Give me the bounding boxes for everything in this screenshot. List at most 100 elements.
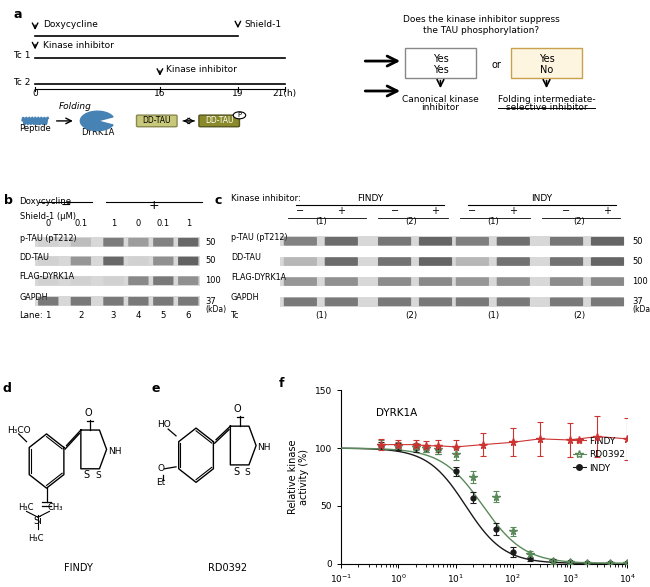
Bar [35,276,200,285]
FancyBboxPatch shape [178,276,198,285]
FancyBboxPatch shape [591,257,624,266]
Text: 16: 16 [154,89,166,98]
Text: the TAU phosphorylation?: the TAU phosphorylation? [423,26,539,35]
Text: (1): (1) [315,311,327,320]
Text: 5: 5 [161,311,166,320]
Text: 37: 37 [632,297,643,306]
Text: Shield-1 (μM): Shield-1 (μM) [20,212,75,221]
Text: Folding: Folding [59,102,92,110]
Text: NH: NH [257,443,271,452]
FancyBboxPatch shape [38,276,58,285]
Text: Canonical kinase: Canonical kinase [402,95,479,103]
FancyBboxPatch shape [153,257,174,265]
FancyBboxPatch shape [128,276,149,285]
FancyBboxPatch shape [497,277,530,286]
FancyBboxPatch shape [325,298,358,306]
FancyBboxPatch shape [153,238,174,247]
FancyBboxPatch shape [325,277,358,286]
FancyBboxPatch shape [71,238,91,247]
FancyBboxPatch shape [325,237,358,245]
Text: Doxycycline: Doxycycline [20,197,72,206]
Text: −: − [391,206,398,216]
Text: DYRK1A: DYRK1A [376,407,417,418]
FancyBboxPatch shape [550,237,583,245]
FancyBboxPatch shape [550,257,583,266]
FancyBboxPatch shape [284,237,317,245]
Text: 3: 3 [111,311,116,320]
Text: (2): (2) [573,311,585,320]
FancyBboxPatch shape [71,276,91,285]
Circle shape [233,112,246,119]
FancyBboxPatch shape [38,257,58,265]
Text: Yes: Yes [432,65,448,75]
FancyBboxPatch shape [38,297,58,306]
Text: +: + [432,206,439,216]
FancyBboxPatch shape [378,277,411,286]
Legend: FINDY, RD0392, INDY: FINDY, RD0392, INDY [569,433,629,476]
Text: 0.1: 0.1 [157,220,170,228]
FancyBboxPatch shape [38,238,58,247]
Text: (2): (2) [405,217,417,226]
Bar [280,237,624,246]
FancyBboxPatch shape [178,238,198,247]
FancyBboxPatch shape [419,237,452,245]
Text: +: + [510,206,517,216]
FancyBboxPatch shape [591,237,624,245]
Text: 100: 100 [632,277,648,286]
Text: H₃CO: H₃CO [7,426,31,434]
Text: HO: HO [157,420,171,429]
Text: S: S [95,471,101,481]
Text: Yes: Yes [539,54,554,65]
Text: Doxycycline: Doxycycline [43,19,98,29]
Text: Shield-1: Shield-1 [244,19,281,29]
Text: DD-TAU: DD-TAU [142,116,171,126]
FancyBboxPatch shape [103,257,124,265]
Text: 50: 50 [205,257,216,265]
Bar [35,296,200,306]
Text: Kinase inhibitor: Kinase inhibitor [166,65,237,75]
Text: Kinase inhibitor:: Kinase inhibitor: [231,194,300,203]
Text: FINDY: FINDY [64,564,92,573]
Text: f: f [278,376,284,390]
Text: 0: 0 [32,89,38,98]
Bar [280,257,624,266]
Text: −: − [468,206,476,216]
Text: (kDa): (kDa) [632,305,650,314]
Text: Tc 2: Tc 2 [13,77,31,87]
Text: d: d [2,382,11,394]
Text: DD-TAU: DD-TAU [20,252,49,262]
Text: 19: 19 [232,89,244,98]
FancyBboxPatch shape [178,257,198,265]
FancyBboxPatch shape [325,257,358,266]
Text: 4: 4 [136,311,141,320]
Text: FLAG-DYRK1A: FLAG-DYRK1A [231,273,286,282]
Text: Lane:: Lane: [20,311,44,320]
Text: (kDa): (kDa) [205,305,227,313]
FancyBboxPatch shape [284,298,317,306]
Text: 37: 37 [205,297,216,306]
FancyBboxPatch shape [284,277,317,286]
FancyBboxPatch shape [71,257,91,265]
FancyBboxPatch shape [497,298,530,306]
Text: 0: 0 [136,220,141,228]
Text: Kinase inhibitor: Kinase inhibitor [43,41,114,50]
FancyBboxPatch shape [550,277,583,286]
Text: 1: 1 [111,220,116,228]
FancyBboxPatch shape [456,298,489,306]
Text: −: − [296,206,304,216]
FancyBboxPatch shape [419,277,452,286]
Bar [35,237,200,247]
Text: (1): (1) [487,217,499,226]
Text: DYRK1A: DYRK1A [81,128,114,137]
FancyBboxPatch shape [378,298,411,306]
FancyBboxPatch shape [284,257,317,266]
Text: CH₃: CH₃ [48,503,64,512]
Text: p-TAU (pT212): p-TAU (pT212) [231,233,287,242]
Text: 0: 0 [46,220,51,228]
FancyBboxPatch shape [497,257,530,266]
FancyBboxPatch shape [128,297,149,306]
Text: 2: 2 [78,311,84,320]
Text: (1): (1) [315,217,327,226]
Text: −: − [562,206,571,216]
FancyBboxPatch shape [511,48,582,78]
